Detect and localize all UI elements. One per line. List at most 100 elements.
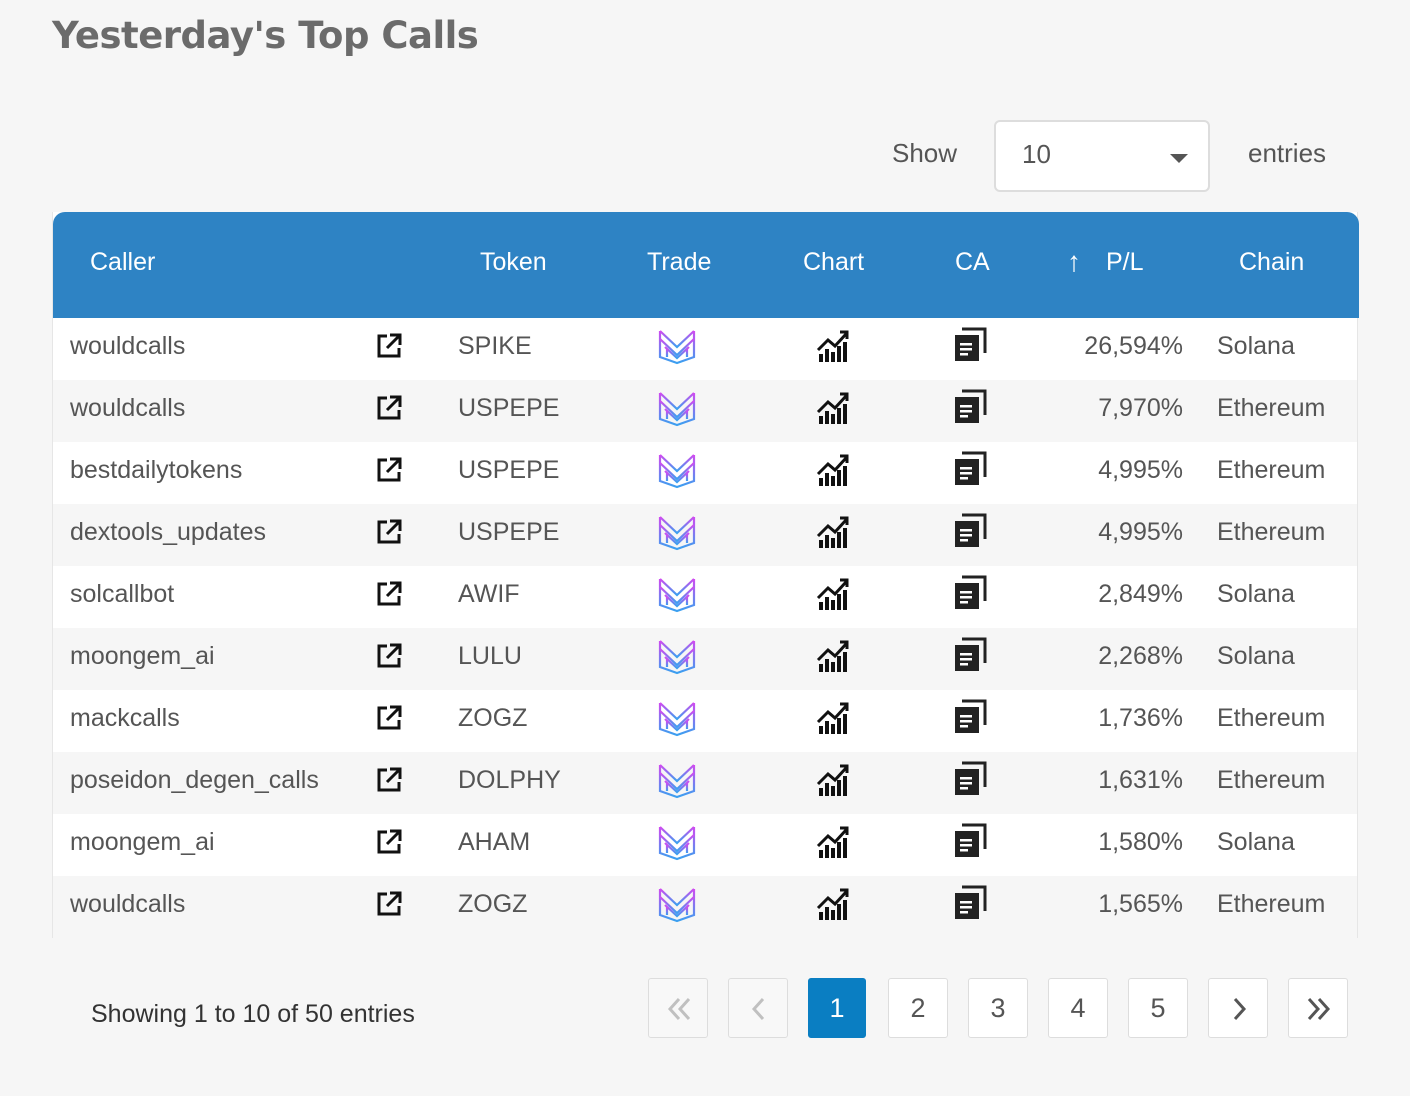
token-symbol: AWIF xyxy=(458,580,520,608)
copy-icon[interactable] xyxy=(953,637,987,678)
trade-logo-icon[interactable] xyxy=(657,637,697,680)
token-symbol: ZOGZ xyxy=(458,890,528,918)
token-symbol: USPEPE xyxy=(458,456,560,484)
copy-icon[interactable] xyxy=(953,327,987,368)
table-row[interactable]: wouldcalls ZOGZ 1,565% Ethereum xyxy=(53,876,1357,938)
header-chart[interactable]: Chart xyxy=(803,248,865,276)
trade-logo-icon[interactable] xyxy=(657,699,697,742)
caller-name: wouldcalls xyxy=(70,890,186,918)
previous-page-button[interactable] xyxy=(728,978,788,1038)
chart-trend-icon[interactable] xyxy=(816,452,850,493)
external-link-icon[interactable] xyxy=(375,766,403,799)
token-symbol: LULU xyxy=(458,642,522,670)
entries-select-value: 10 xyxy=(1022,139,1051,169)
caller-name: moongem_ai xyxy=(70,828,215,856)
table-row[interactable]: moongem_ai LULU 2,268% Solana xyxy=(53,628,1357,690)
token-symbol: USPEPE xyxy=(458,518,560,546)
header-pl[interactable]: P/L xyxy=(1106,248,1144,276)
chart-trend-icon[interactable] xyxy=(816,514,850,555)
external-link-icon[interactable] xyxy=(375,332,403,365)
page-button-5[interactable]: 5 xyxy=(1128,978,1188,1038)
entries-label: entries xyxy=(1248,138,1327,168)
first-page-button[interactable] xyxy=(648,978,708,1038)
chart-trend-icon[interactable] xyxy=(816,576,850,617)
external-link-icon[interactable] xyxy=(375,518,403,551)
chart-trend-icon[interactable] xyxy=(816,886,850,927)
page-button-3[interactable]: 3 xyxy=(968,978,1028,1038)
profit-loss-value: 4,995% xyxy=(1098,518,1183,546)
external-link-icon[interactable] xyxy=(375,394,403,427)
external-link-icon[interactable] xyxy=(375,642,403,675)
chain-name: Solana xyxy=(1217,332,1295,360)
header-chain[interactable]: Chain xyxy=(1239,248,1305,276)
external-link-icon[interactable] xyxy=(375,580,403,613)
entries-select[interactable]: 10 xyxy=(994,120,1210,192)
header-caller[interactable]: Caller xyxy=(90,248,156,276)
caller-name: poseidon_degen_calls xyxy=(70,766,319,794)
chart-trend-icon[interactable] xyxy=(816,328,850,369)
caller-name: mackcalls xyxy=(70,704,180,732)
copy-icon[interactable] xyxy=(953,513,987,554)
page-button-4[interactable]: 4 xyxy=(1048,978,1108,1038)
chart-trend-icon[interactable] xyxy=(816,762,850,803)
copy-icon[interactable] xyxy=(953,389,987,430)
copy-icon[interactable] xyxy=(953,885,987,926)
chart-trend-icon[interactable] xyxy=(816,638,850,679)
next-page-button[interactable] xyxy=(1208,978,1268,1038)
table-row[interactable]: solcallbot AWIF 2,849% Solana xyxy=(53,566,1357,628)
table-row[interactable]: wouldcalls USPEPE 7,970% Ethereum xyxy=(53,380,1357,442)
trade-logo-icon[interactable] xyxy=(657,513,697,556)
copy-icon[interactable] xyxy=(953,699,987,740)
sort-ascending-icon[interactable]: ↑ xyxy=(1067,246,1081,277)
trade-logo-icon[interactable] xyxy=(657,389,697,432)
profit-loss-value: 26,594% xyxy=(1084,332,1183,360)
copy-icon[interactable] xyxy=(953,451,987,492)
table-row[interactable]: poseidon_degen_calls DOLPHY 1,631% Ethereum xyxy=(53,752,1357,814)
chain-name: Ethereum xyxy=(1217,704,1326,732)
page-button-2[interactable]: 2 xyxy=(888,978,948,1038)
trade-logo-icon[interactable] xyxy=(657,575,697,618)
trade-logo-icon[interactable] xyxy=(657,451,697,494)
profit-loss-value: 2,268% xyxy=(1098,642,1183,670)
header-trade[interactable]: Trade xyxy=(647,248,712,276)
trade-logo-icon[interactable] xyxy=(657,327,697,370)
chain-name: Ethereum xyxy=(1217,518,1326,546)
chain-name: Solana xyxy=(1217,828,1295,856)
caller-name: solcallbot xyxy=(70,580,175,608)
page-button-1[interactable]: 1 xyxy=(808,978,866,1038)
profit-loss-value: 1,580% xyxy=(1098,828,1183,856)
copy-icon[interactable] xyxy=(953,575,987,616)
trade-logo-icon[interactable] xyxy=(657,885,697,928)
external-link-icon[interactable] xyxy=(375,890,403,923)
external-link-icon[interactable] xyxy=(375,704,403,737)
caller-name: wouldcalls xyxy=(70,332,186,360)
profit-loss-value: 1,736% xyxy=(1098,704,1183,732)
token-symbol: USPEPE xyxy=(458,394,560,422)
table-row[interactable]: dextools_updates USPEPE 4,995% Ethereum xyxy=(53,504,1357,566)
double-chevron-right-icon xyxy=(1307,997,1331,1021)
table-row[interactable]: mackcalls ZOGZ 1,736% Ethereum xyxy=(53,690,1357,752)
profit-loss-value: 1,631% xyxy=(1098,766,1183,794)
table-row[interactable]: moongem_ai AHAM 1,580% Solana xyxy=(53,814,1357,876)
table-row[interactable]: wouldcalls SPIKE 26,594% Solana xyxy=(53,318,1357,380)
table-header: Caller Token Trade Chart CA ↑ P/L Chain xyxy=(53,212,1359,318)
table-row[interactable]: bestdailytokens USPEPE 4,995% Ethereum xyxy=(53,442,1357,504)
last-page-button[interactable] xyxy=(1288,978,1348,1038)
external-link-icon[interactable] xyxy=(375,828,403,861)
token-symbol: AHAM xyxy=(458,828,531,856)
chart-trend-icon[interactable] xyxy=(816,824,850,865)
trade-logo-icon[interactable] xyxy=(657,761,697,804)
header-ca[interactable]: CA xyxy=(955,248,990,276)
chart-trend-icon[interactable] xyxy=(816,390,850,431)
entries-length-control: Show 10 entries xyxy=(880,120,1340,192)
chain-name: Solana xyxy=(1217,580,1295,608)
copy-icon[interactable] xyxy=(953,761,987,802)
trade-logo-icon[interactable] xyxy=(657,823,697,866)
header-token[interactable]: Token xyxy=(480,248,547,276)
copy-icon[interactable] xyxy=(953,823,987,864)
chain-name: Ethereum xyxy=(1217,394,1326,422)
chain-name: Ethereum xyxy=(1217,766,1326,794)
profit-loss-value: 1,565% xyxy=(1098,890,1183,918)
external-link-icon[interactable] xyxy=(375,456,403,489)
chart-trend-icon[interactable] xyxy=(816,700,850,741)
